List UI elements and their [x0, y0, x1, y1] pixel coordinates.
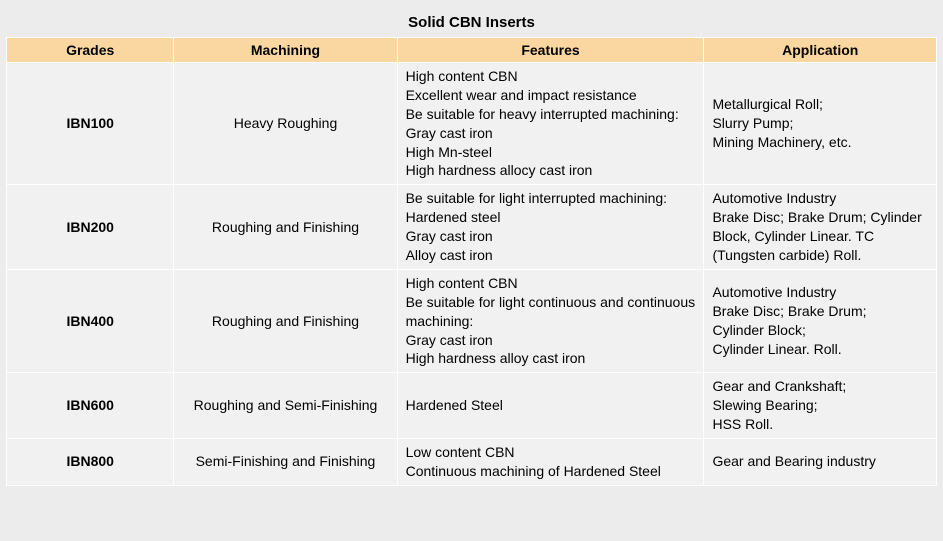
- cell-grade: IBN600: [7, 373, 174, 439]
- table-row: IBN800 Semi-Finishing and Finishing Low …: [7, 439, 937, 486]
- cell-application: Gear and Bearing industry: [704, 439, 937, 486]
- cell-features: High content CBNExcellent wear and impac…: [397, 63, 704, 185]
- table-row: IBN200 Roughing and Finishing Be suitabl…: [7, 185, 937, 270]
- table-container: Solid CBN Inserts Grades Machining Featu…: [0, 0, 943, 492]
- page-title: Solid CBN Inserts: [6, 6, 937, 37]
- cell-features: Low content CBNContinuous machining of H…: [397, 439, 704, 486]
- col-header-grades: Grades: [7, 38, 174, 63]
- cell-machining: Roughing and Finishing: [174, 269, 397, 372]
- cell-application: Metallurgical Roll;Slurry Pump;Mining Ma…: [704, 63, 937, 185]
- table-row: IBN100 Heavy Roughing High content CBNEx…: [7, 63, 937, 185]
- cell-grade: IBN100: [7, 63, 174, 185]
- cell-features: Be suitable for light interrupted machin…: [397, 185, 704, 270]
- cell-application: Gear and Crankshaft;Slewing Bearing;HSS …: [704, 373, 937, 439]
- cell-grade: IBN200: [7, 185, 174, 270]
- cell-application: Automotive IndustryBrake Disc; Brake Dru…: [704, 185, 937, 270]
- data-table: Grades Machining Features Application IB…: [6, 37, 937, 486]
- table-header-row: Grades Machining Features Application: [7, 38, 937, 63]
- cell-features: High content CBNBe suitable for light co…: [397, 269, 704, 372]
- col-header-application: Application: [704, 38, 937, 63]
- cell-machining: Heavy Roughing: [174, 63, 397, 185]
- table-row: IBN600 Roughing and Semi-Finishing Harde…: [7, 373, 937, 439]
- cell-machining: Roughing and Semi-Finishing: [174, 373, 397, 439]
- cell-grade: IBN800: [7, 439, 174, 486]
- cell-features: Hardened Steel: [397, 373, 704, 439]
- col-header-machining: Machining: [174, 38, 397, 63]
- cell-machining: Roughing and Finishing: [174, 185, 397, 270]
- cell-machining: Semi-Finishing and Finishing: [174, 439, 397, 486]
- col-header-features: Features: [397, 38, 704, 63]
- table-row: IBN400 Roughing and Finishing High conte…: [7, 269, 937, 372]
- cell-grade: IBN400: [7, 269, 174, 372]
- cell-application: Automotive IndustryBrake Disc; Brake Dru…: [704, 269, 937, 372]
